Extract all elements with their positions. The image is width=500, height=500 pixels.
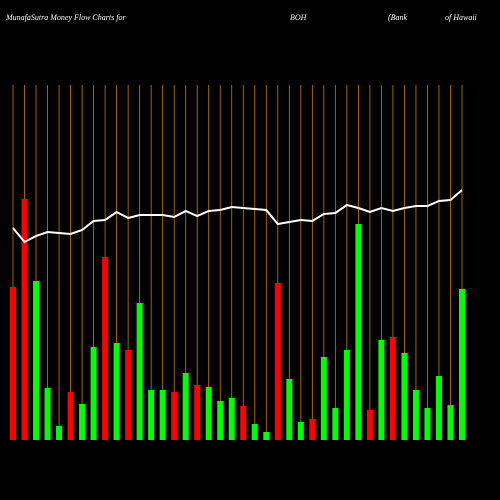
- bar: [44, 388, 51, 440]
- bar: [228, 398, 235, 440]
- bar: [309, 419, 316, 440]
- bar: [320, 357, 327, 440]
- company: of Hawaii: [445, 13, 477, 22]
- money-flow-line: [12, 189, 463, 244]
- bar: [159, 390, 166, 440]
- bar: [194, 385, 201, 440]
- chart-title: MunafaSutra Money Flow Charts for: [5, 13, 126, 22]
- company: (Bank: [388, 13, 408, 22]
- bar: [102, 257, 109, 440]
- bar: [401, 353, 408, 440]
- bar: [205, 387, 212, 440]
- bar: [136, 303, 143, 440]
- bar: [355, 224, 362, 440]
- bar: [79, 404, 86, 440]
- bar: [33, 281, 40, 440]
- bar: [263, 432, 270, 440]
- bar: [424, 408, 431, 440]
- bar: [113, 343, 120, 440]
- bar: [435, 376, 442, 440]
- bar: [171, 392, 178, 440]
- bar: [240, 406, 247, 440]
- bar: [217, 401, 224, 440]
- bar: [366, 410, 373, 440]
- bar: [90, 347, 97, 440]
- ticker: BOH: [290, 13, 308, 22]
- bar: [286, 379, 293, 440]
- bar: [297, 422, 304, 440]
- bar: [378, 340, 385, 440]
- bar: [389, 337, 396, 440]
- bar: [459, 289, 465, 440]
- bar: [21, 199, 28, 440]
- bar: [447, 405, 454, 440]
- bar: [125, 350, 132, 440]
- bar: [332, 408, 339, 440]
- bar: [67, 392, 74, 440]
- bar: [56, 426, 63, 440]
- bar: [274, 283, 281, 440]
- bar: [343, 350, 350, 440]
- bar: [10, 287, 16, 440]
- bar: [251, 424, 258, 440]
- bar: [182, 373, 189, 440]
- bar: [412, 390, 419, 440]
- bar: [148, 390, 155, 440]
